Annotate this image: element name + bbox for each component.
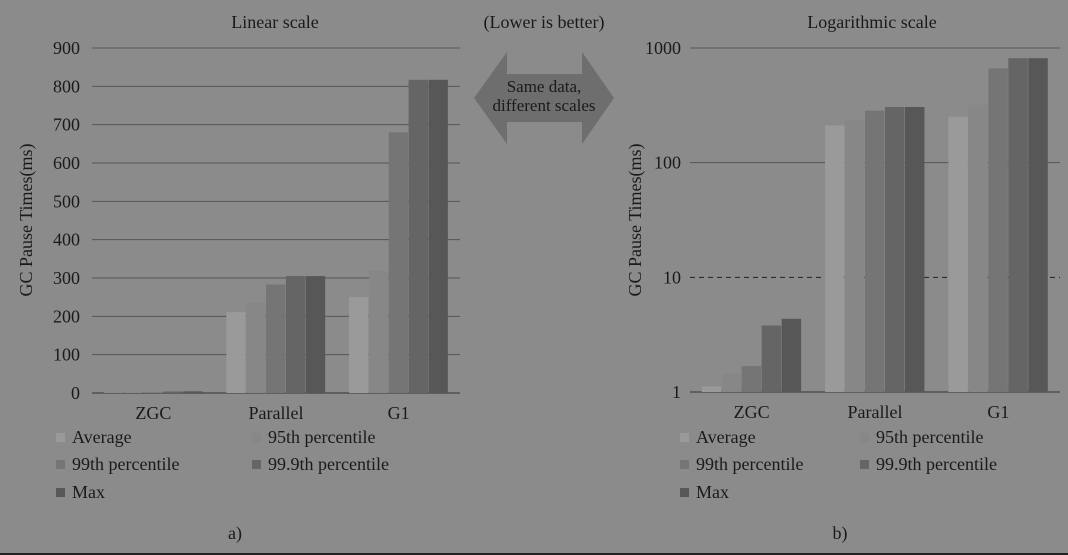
x-tick-labels-linear: ZGC Parallel G1 [135, 403, 409, 423]
arrow-text-line1: Same data, [507, 77, 582, 96]
legend-swatch [56, 460, 65, 469]
bar-parallel-99th-percentile [266, 284, 286, 393]
bar-g1-max [428, 79, 448, 394]
bar-parallel-95th-percentile [246, 302, 266, 393]
y-tick-label: 300 [53, 268, 80, 288]
double-arrow-icon [474, 52, 614, 144]
legend-swatch [680, 488, 689, 497]
bar-zgc-99th-percentile [741, 366, 762, 392]
bar-g1-99th-percentile [388, 132, 409, 394]
bars-linear [103, 79, 448, 394]
legend-label: 95th percentile [268, 427, 375, 447]
y-tick-label: 100 [654, 153, 681, 173]
bar-parallel-99-9th-percentile [285, 276, 306, 393]
bar-zgc-99th-percentile [143, 392, 163, 393]
y-tick-label: 400 [53, 230, 80, 250]
y-tick-label: 500 [53, 191, 80, 211]
bar-parallel-average [226, 312, 246, 393]
bar-g1-99-9th-percentile [1008, 58, 1028, 393]
x-tick-labels-log: ZGC Parallel G1 [734, 402, 1010, 422]
bar-g1-average [948, 116, 968, 392]
y-tick-label: 0 [71, 383, 80, 403]
y-tick-label: 10 [663, 267, 681, 287]
y-axis-label-linear: GC Pause Times(ms) [16, 143, 37, 296]
legend-label: 99.9th percentile [268, 454, 389, 474]
legend-label: 99th percentile [72, 454, 179, 474]
chart-title-linear: Linear scale [231, 12, 318, 32]
y-tick-label: 900 [53, 38, 80, 58]
legend-label: Max [72, 482, 105, 502]
y-tick-label: 100 [53, 345, 80, 365]
x-tick-label: Parallel [249, 403, 304, 423]
legend-label: 95th percentile [876, 427, 983, 447]
bar-g1-95th-percentile [968, 104, 988, 393]
bottom-border [0, 553, 1068, 555]
bar-g1-99-9th-percentile [408, 79, 428, 394]
y-tick-label: 1000 [645, 38, 681, 58]
bar-zgc-average [701, 386, 722, 392]
legend-label: 99th percentile [696, 454, 803, 474]
legend-swatch [680, 460, 689, 469]
bar-parallel-95th-percentile [845, 119, 865, 392]
bar-parallel-max [305, 276, 326, 393]
legend-linear: Average 95th percentile 99th percentile 99.… [56, 427, 389, 502]
center-annotation: (Lower is better) Same data, different s… [474, 12, 614, 144]
legend-label: Average [696, 427, 756, 447]
bar-g1-99th-percentile [988, 68, 1008, 392]
panel-label-b: b) [833, 523, 848, 544]
lower-is-better-caption: (Lower is better) [484, 12, 605, 33]
bar-zgc-95th-percentile [721, 373, 742, 392]
chart-title-log: Logarithmic scale [807, 12, 936, 32]
panel-label-a: a) [228, 523, 242, 544]
bars-log [701, 58, 1048, 393]
legend-log: Average 95th percentile 99th percentile 99.… [680, 427, 997, 502]
bar-zgc-max [183, 391, 203, 393]
panel-linear: Linear scale 0 100 200 300 400 500 600 700 800 90… [16, 12, 460, 544]
x-tick-label: ZGC [135, 403, 171, 423]
legend-swatch [680, 433, 689, 442]
bar-zgc-95th-percentile [123, 392, 143, 393]
legend-swatch [860, 433, 869, 442]
y-axis-label-log: GC Pause Times(ms) [625, 143, 646, 296]
bar-g1-max [1028, 58, 1048, 393]
y-tick-label: 200 [53, 306, 80, 326]
x-tick-label: Parallel [848, 402, 903, 422]
legend-label: Max [696, 482, 729, 502]
bar-parallel-99-9th-percentile [884, 106, 905, 392]
bar-parallel-max [904, 106, 925, 392]
y-tick-label: 600 [53, 153, 80, 173]
legend-label: 99.9th percentile [876, 454, 997, 474]
legend-swatch [252, 460, 261, 469]
panel-logarithmic: Logarithmic scale 1 10 100 1000 ZGC Parallel… [625, 12, 1060, 544]
legend-swatch [56, 488, 65, 497]
bar-g1-average [348, 297, 369, 393]
y-tick-labels-log: 1 10 100 1000 [645, 38, 681, 402]
x-tick-label: ZGC [734, 402, 770, 422]
y-tick-labels-linear: 0 100 200 300 400 500 600 700 800 900 [53, 38, 80, 403]
y-tick-label: 800 [53, 76, 80, 96]
arrow-text-line2: different scales [492, 96, 595, 115]
legend-swatch [860, 460, 869, 469]
y-tick-label: 700 [53, 115, 80, 135]
bar-zgc-99-9th-percentile [163, 391, 183, 393]
legend-label: Average [72, 427, 132, 447]
x-tick-label: G1 [987, 402, 1009, 422]
x-tick-label: G1 [388, 403, 410, 423]
legend-swatch [56, 433, 65, 442]
bar-zgc-max [781, 318, 802, 392]
bar-parallel-average [825, 125, 845, 393]
bar-parallel-99th-percentile [865, 110, 885, 393]
y-tick-label: 1 [672, 382, 681, 402]
bar-zgc-99-9th-percentile [761, 325, 782, 392]
bar-g1-95th-percentile [368, 271, 389, 393]
legend-swatch [252, 433, 261, 442]
